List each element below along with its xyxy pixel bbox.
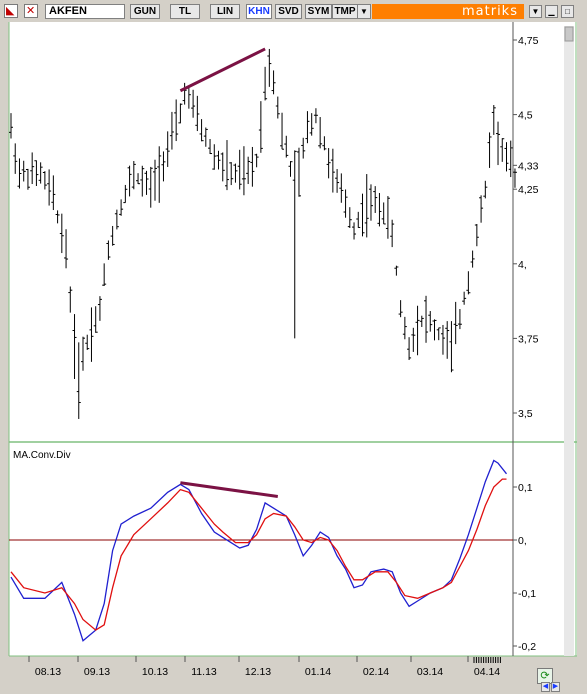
scale-lin-button[interactable]: LIN: [210, 4, 240, 19]
close-chart-icon[interactable]: ✕: [24, 4, 38, 18]
macd-y-axis: 0,1 0, -0,1 -0,2: [9, 482, 536, 653]
price-series: [9, 48, 517, 419]
refresh-icon: ⟳: [540, 670, 550, 682]
symbol-input[interactable]: AKFEN: [45, 4, 125, 19]
arrow-right-icon: ▶: [552, 683, 559, 690]
x-tick-label: 09.13: [84, 666, 110, 678]
chevron-down-icon: ▼: [531, 7, 540, 16]
minimize-icon: ▁: [548, 7, 555, 16]
scroll-left-button[interactable]: ◀: [541, 682, 550, 692]
y-tick-label: 4,: [518, 259, 527, 271]
x-tick-label: 04.14: [474, 666, 500, 678]
y-tick-label: 4,25: [518, 184, 539, 196]
y-tick-label: 4,33: [518, 160, 539, 172]
y-tick-label: -0,2: [518, 641, 536, 653]
plot-background: [9, 22, 577, 656]
x-tick-label: 12.13: [245, 666, 271, 678]
chart-type-icon[interactable]: ◣: [4, 4, 18, 18]
scrollbar-thumb[interactable]: [564, 26, 574, 42]
trendlines: [179, 47, 279, 499]
time-scroll-marker: [473, 657, 501, 663]
y-tick-label: -0,1: [518, 588, 536, 600]
price-y-axis: 4,75 4,5 4,33 4,25 4, 3,75 3,5: [513, 35, 539, 420]
x-tick-label: 03.14: [417, 666, 443, 678]
bottom-bar: [0, 679, 587, 694]
scroll-right-button[interactable]: ▶: [551, 682, 560, 692]
chevron-down-icon: ▼: [360, 7, 368, 16]
maximize-icon: □: [565, 7, 570, 16]
indicator-title: MA.Conv.Div: [13, 450, 71, 461]
y-tick-label: 0,1: [518, 482, 533, 494]
price-divergence-trendline: [179, 47, 266, 93]
x-tick-label: 01.14: [305, 666, 331, 678]
x-tick-label: 10.13: [142, 666, 168, 678]
khn-button[interactable]: KHN: [246, 4, 272, 19]
x-tick-label: 08.13: [35, 666, 61, 678]
brand-logo: matriks: [462, 4, 518, 19]
svd-button[interactable]: SVD: [275, 4, 302, 19]
vertical-scrollbar[interactable]: [564, 26, 574, 656]
y-tick-label: 4,75: [518, 35, 539, 47]
macd-divergence-trendline: [180, 481, 279, 499]
minimize-button[interactable]: ▁: [545, 5, 558, 18]
period-gun-button[interactable]: GUN: [130, 4, 160, 19]
macd-series: [10, 459, 508, 642]
template-dropdown[interactable]: ▼: [357, 4, 371, 19]
currency-tl-button[interactable]: TL: [170, 4, 200, 19]
x-tick-label: 11.13: [191, 666, 217, 678]
window-menu-button[interactable]: ▼: [529, 5, 542, 18]
signal-line: [10, 478, 507, 631]
y-tick-label: 4,5: [518, 110, 533, 122]
y-tick-label: 0,: [518, 535, 527, 547]
toolbar: ◣ ✕ AKFEN GUN TL LIN KHN SVD SYM TMP ▼ m…: [0, 0, 587, 23]
x-tick-label: 02.14: [363, 666, 389, 678]
arrow-left-icon: ◀: [542, 683, 549, 690]
brand-banner: matriks: [372, 4, 524, 19]
close-icon: ✕: [26, 4, 36, 17]
maximize-button[interactable]: □: [561, 5, 574, 18]
y-tick-label: 3,5: [518, 408, 533, 420]
sym-button[interactable]: SYM: [305, 4, 332, 19]
y-tick-label: 3,75: [518, 333, 539, 345]
x-axis: 08.13 09.13 10.13 11.13 12.13 01.14 02.14 03.14…: [28, 656, 500, 678]
chart-glyph-icon: ◣: [6, 4, 15, 17]
